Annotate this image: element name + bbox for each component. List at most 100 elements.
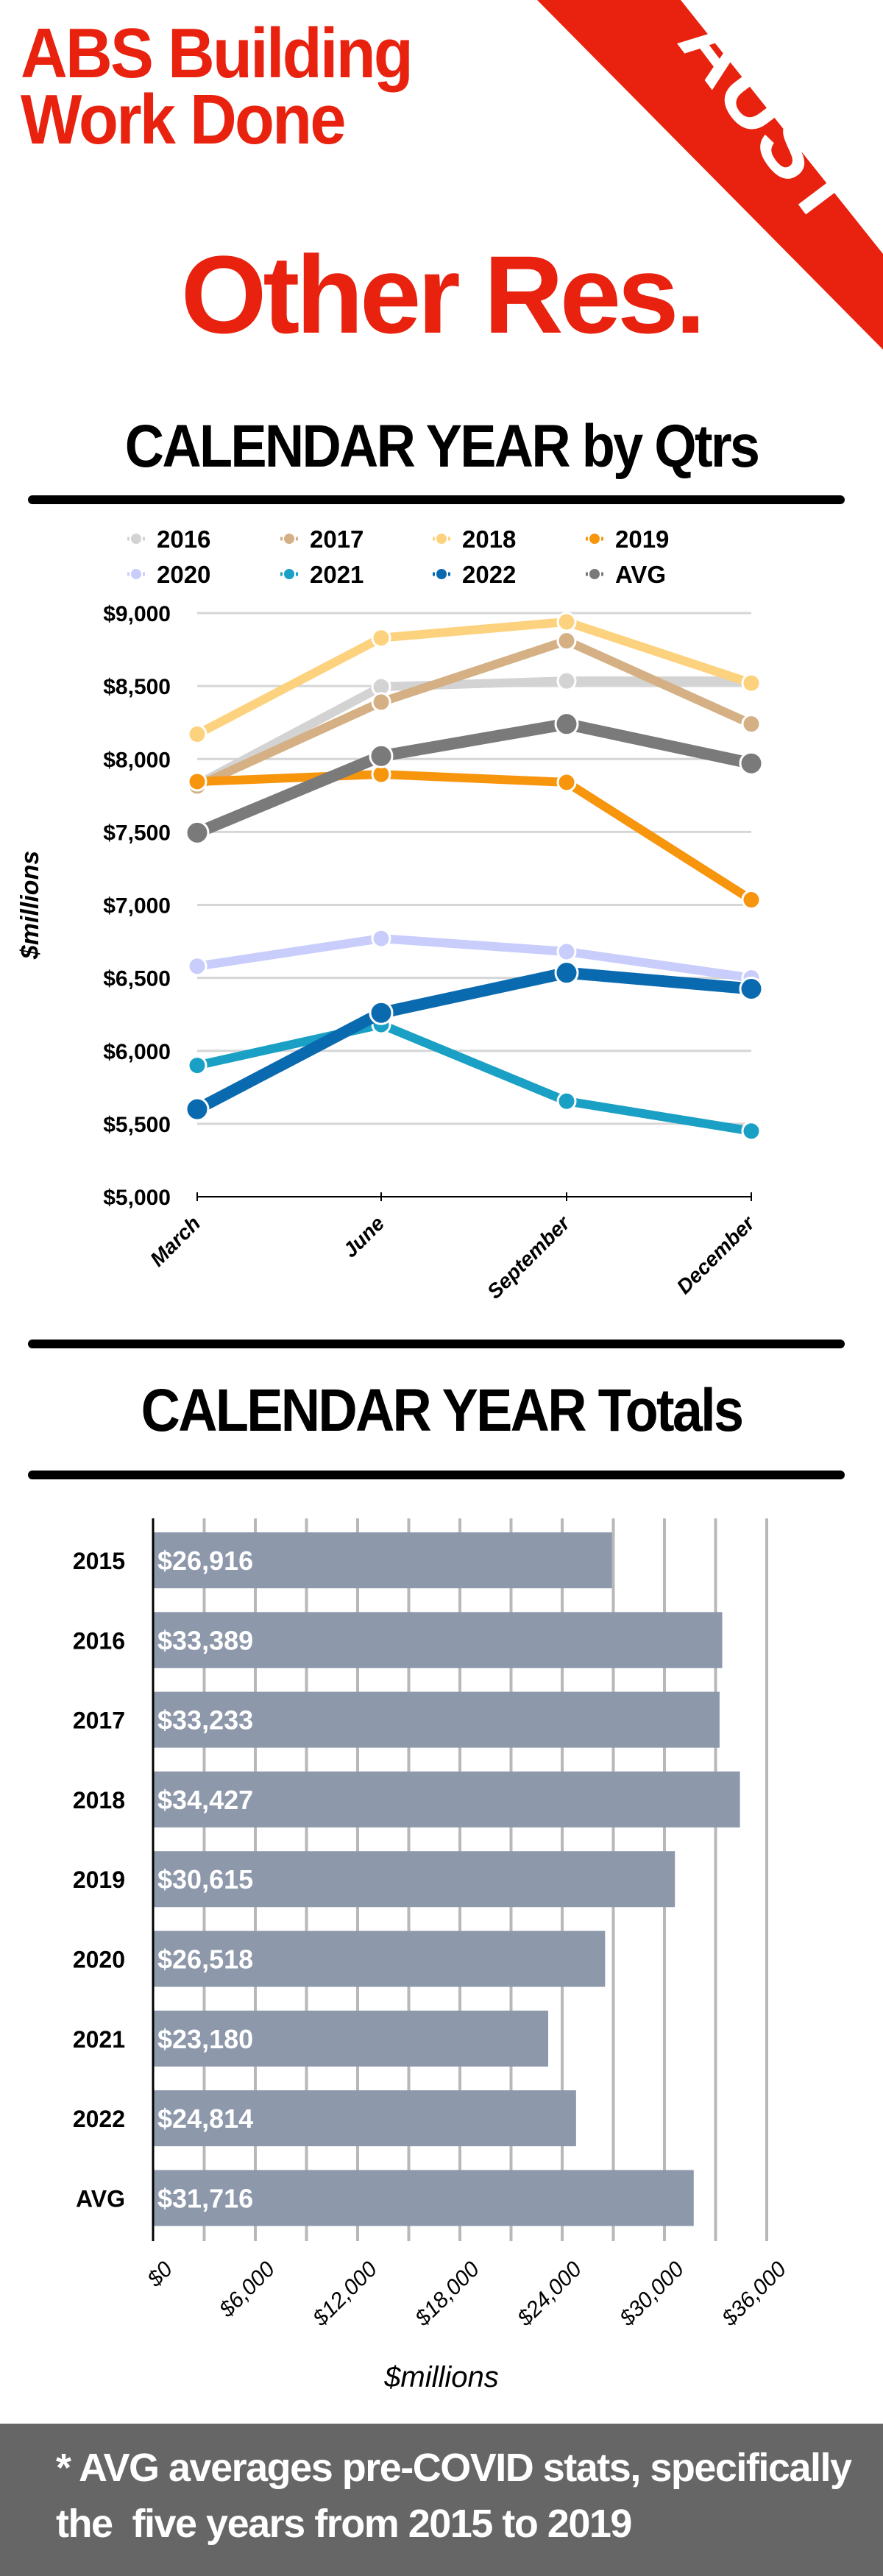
data-point: [185, 1097, 210, 1122]
category-label: AVG: [76, 2185, 125, 2212]
data-point: [741, 890, 762, 910]
category-label: 2022: [73, 2106, 125, 2132]
category-label: 2019: [73, 1866, 125, 1893]
totals-bar-chart: $26,916 2015 $33,389 2016 $33,233 2017 $34,427…: [73, 1518, 791, 2393]
series-avg: [185, 712, 764, 845]
legend-marker-icon: [284, 534, 294, 544]
y-tick-label: $7,000: [103, 894, 171, 919]
data-point: [187, 724, 208, 745]
y-tick-label: $9,000: [103, 602, 171, 626]
legend-marker-icon: [589, 569, 600, 579]
x-axis-label: $millions: [383, 2361, 499, 2393]
legend-marker-icon: [284, 569, 294, 579]
main-title-line1: ABS Building: [21, 14, 414, 93]
data-point: [554, 712, 579, 737]
legend-label: 2018: [462, 526, 516, 553]
series-line: [194, 966, 752, 1115]
bar-value-label: $34,427: [157, 1785, 253, 1815]
category-label: 2017: [73, 1708, 125, 1734]
series-2018: [187, 612, 762, 745]
series-line: [194, 718, 753, 838]
bar-2022: [153, 2090, 576, 2147]
data-point: [371, 628, 391, 648]
series-line: [195, 676, 751, 789]
series-line: [195, 636, 753, 790]
quarterly-line-chart: 2016 2017 2018 2019 2020 2021 2022 AVG $5,000 $5,…: [16, 526, 764, 1303]
bar-2019: [153, 1851, 675, 1908]
legend-marker-icon: [589, 534, 600, 544]
data-point: [371, 928, 391, 949]
legend-item-2019: 2019: [586, 526, 669, 553]
divider: [28, 1340, 845, 1348]
footer-note-panel: * AVG averages pre-COVID stats, specific…: [0, 2424, 883, 2576]
bar-value-label: $33,233: [157, 1705, 253, 1735]
x-tick-label: $6,000: [214, 2257, 280, 2322]
bar-value-label: $30,615: [157, 1864, 253, 1894]
main-title-line2: Work Done: [21, 80, 346, 159]
section-heading-quarters: CALENDAR YEAR by Qtrs: [124, 413, 760, 480]
series-line: [196, 1020, 752, 1136]
legend-label: 2016: [157, 526, 210, 553]
y-tick-label: $6,000: [103, 1040, 171, 1064]
series-line: [196, 770, 754, 904]
footer-note: * AVG averages pre-COVID stats, specific…: [56, 2446, 852, 2546]
bar-2021: [153, 2010, 549, 2067]
data-point: [556, 670, 577, 691]
data-point: [371, 692, 391, 712]
y-axis-label: $millions: [16, 851, 44, 960]
bar-value-label: $26,518: [157, 1945, 253, 1975]
data-point: [739, 976, 764, 1001]
data-point: [554, 960, 579, 986]
bar-value-label: $26,916: [157, 1546, 253, 1576]
bar-2015: [153, 1532, 612, 1588]
legend-item-avg: AVG: [586, 561, 666, 588]
legend-marker-icon: [131, 534, 141, 544]
x-tick-label: September: [483, 1211, 575, 1303]
bar-2016: [153, 1612, 723, 1669]
y-tick-label: $8,500: [103, 675, 171, 699]
bar-value-label: $33,389: [157, 1625, 253, 1655]
y-tick-label: $8,000: [103, 748, 171, 772]
x-tick-label: $18,000: [410, 2257, 484, 2331]
series-2019: [187, 764, 762, 910]
y-tick-label: $7,500: [103, 821, 171, 845]
category-label: 2015: [73, 1548, 125, 1574]
data-point: [369, 1000, 394, 1025]
series-line: [196, 934, 752, 983]
legend-label: 2019: [615, 526, 669, 553]
series-2022: [185, 960, 764, 1122]
legend-item-2021: 2021: [280, 561, 364, 588]
legend-marker-icon: [436, 569, 447, 579]
y-tick-label: $6,500: [103, 967, 171, 991]
category-label: 2016: [73, 1627, 125, 1654]
data-point: [741, 1121, 762, 1142]
category-label: 2020: [73, 1947, 125, 1973]
bar-avg: [153, 2170, 694, 2226]
legend-item-2018: 2018: [433, 526, 516, 553]
sub-title: Other Res.: [180, 233, 706, 356]
bar-value-label: $24,814: [157, 2103, 253, 2134]
divider: [28, 495, 845, 504]
bar-value-label: $23,180: [157, 2024, 253, 2054]
data-point: [739, 751, 764, 776]
x-tick-label: $0: [142, 2257, 177, 2292]
legend-marker-icon: [436, 534, 447, 544]
legend-item-2017: 2017: [280, 526, 364, 553]
data-point: [556, 612, 577, 632]
x-tick-label: $24,000: [512, 2257, 586, 2331]
data-point: [741, 714, 762, 735]
legend-item-2020: 2020: [127, 561, 210, 588]
data-point: [187, 1055, 208, 1076]
category-label: 2018: [73, 1787, 125, 1814]
banner-text: AUST: [661, 0, 881, 242]
x-tick-label: $36,000: [717, 2257, 791, 2331]
x-tick-label: $30,000: [614, 2257, 689, 2331]
legend-item-2016: 2016: [127, 526, 210, 553]
data-point: [556, 631, 577, 651]
legend-label: 2022: [462, 561, 516, 588]
data-point: [187, 956, 208, 977]
x-tick-label: December: [673, 1211, 760, 1298]
x-tick-label: June: [338, 1211, 389, 1262]
data-point: [187, 771, 208, 792]
series-2021: [187, 1014, 762, 1142]
